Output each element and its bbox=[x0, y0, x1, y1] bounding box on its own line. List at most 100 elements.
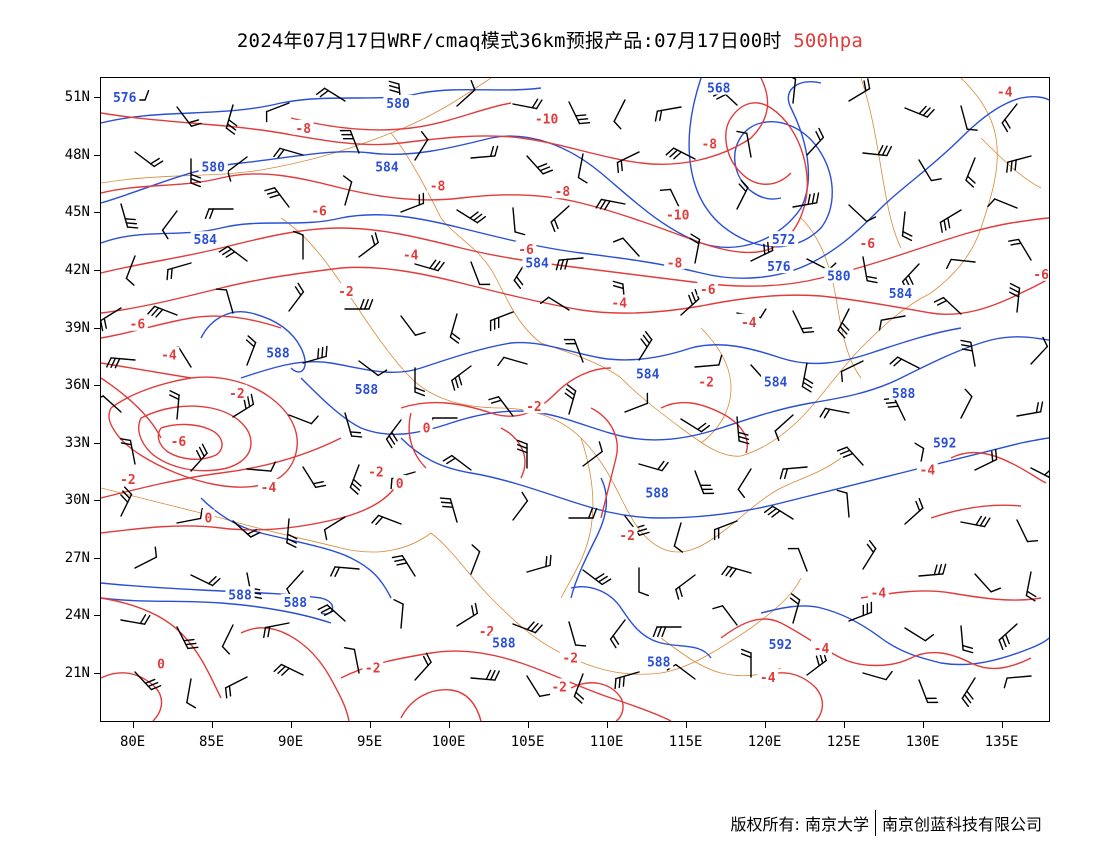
temperature-contour bbox=[570, 682, 624, 721]
lon-tick-label: 125E bbox=[826, 734, 861, 750]
wind-barb bbox=[134, 151, 164, 168]
lon-tick-mark bbox=[448, 722, 450, 728]
wind-barb bbox=[694, 470, 715, 495]
lat-tick-mark bbox=[94, 557, 100, 559]
wind-barb bbox=[974, 573, 1002, 593]
wind-barb-shaft bbox=[358, 360, 379, 377]
wind-barb-flag bbox=[612, 635, 620, 645]
wind-barb-shaft bbox=[503, 356, 528, 365]
lat-tick-label: 36N bbox=[64, 377, 90, 394]
wind-barb-flag bbox=[513, 279, 522, 290]
temperature-label: -4 bbox=[920, 464, 936, 479]
wind-barb-flag bbox=[442, 505, 454, 508]
height-label-background bbox=[930, 434, 960, 450]
wind-barb-flag bbox=[489, 145, 495, 157]
wind-barb-flag bbox=[494, 145, 499, 157]
wind-barb-flag bbox=[222, 248, 232, 256]
height-label: 568 bbox=[707, 82, 731, 97]
wind-barb bbox=[470, 669, 500, 681]
wind-barb bbox=[624, 392, 649, 413]
temperature-label-background bbox=[202, 509, 215, 525]
wind-barb-flag bbox=[564, 258, 569, 270]
lat-tick-label: 42N bbox=[64, 261, 90, 278]
wind-barb bbox=[488, 396, 514, 417]
wind-barb-flag bbox=[673, 545, 684, 553]
height-label: 588 bbox=[228, 588, 252, 603]
wind-barb-flag bbox=[947, 217, 951, 229]
wind-barb-flag bbox=[592, 507, 598, 519]
wind-barb bbox=[221, 624, 234, 655]
wind-barb bbox=[512, 98, 543, 110]
wind-barb-flag bbox=[458, 374, 463, 386]
temperature-label: -2 bbox=[551, 680, 567, 695]
wind-barb-flag bbox=[945, 258, 952, 270]
temperature-label: -6 bbox=[859, 237, 875, 252]
wind-barb-shaft bbox=[177, 345, 192, 368]
wind-barb bbox=[315, 87, 346, 102]
wind-barb-flag bbox=[190, 182, 202, 188]
wind-barb-flag bbox=[371, 514, 380, 524]
wind-barb-flag bbox=[930, 178, 942, 182]
wind-barb-flag bbox=[325, 345, 328, 358]
wind-barb-flag bbox=[841, 321, 850, 331]
lon-tick-mark bbox=[290, 722, 292, 728]
wind-barb-flag bbox=[342, 175, 353, 183]
temperature-label-background bbox=[427, 177, 448, 193]
wind-barb-flag bbox=[644, 330, 653, 341]
wind-barb bbox=[442, 454, 472, 471]
wind-barb-flag bbox=[245, 339, 255, 348]
wind-barb bbox=[862, 144, 893, 157]
wind-barb bbox=[456, 602, 479, 627]
wind-barb-flag bbox=[815, 655, 820, 667]
wind-barb bbox=[393, 599, 404, 629]
wind-barb-flag bbox=[865, 275, 877, 279]
wind-barb bbox=[713, 520, 738, 541]
wind-barb bbox=[736, 416, 750, 445]
height-label: 576 bbox=[767, 260, 791, 275]
wind-barb bbox=[176, 507, 203, 524]
wind-barb-flag bbox=[587, 507, 593, 519]
wind-barb bbox=[119, 438, 136, 465]
wind-barb-flag bbox=[564, 392, 574, 400]
wind-barb bbox=[961, 677, 976, 708]
temperature-label-background bbox=[515, 240, 537, 256]
lat-tick-mark bbox=[94, 97, 100, 99]
temperature-label: -4 bbox=[871, 586, 887, 601]
height-label-background bbox=[489, 634, 519, 650]
height-contour bbox=[688, 78, 833, 248]
temperature-label-background bbox=[856, 235, 878, 251]
height-label: 572 bbox=[772, 233, 795, 248]
wind-barb-flag bbox=[553, 218, 559, 230]
wind-barb-flag bbox=[659, 109, 663, 121]
lon-tick-mark bbox=[211, 722, 213, 728]
wind-barb-flag bbox=[1004, 633, 1010, 645]
wind-barb bbox=[339, 129, 360, 154]
wind-barb-flag bbox=[565, 388, 576, 396]
wind-barb bbox=[680, 418, 711, 433]
wind-barb-flag bbox=[349, 431, 362, 434]
temperature-contour bbox=[725, 102, 808, 244]
wind-barb bbox=[918, 159, 942, 182]
lon-tick-mark bbox=[922, 722, 924, 728]
wind-barb-flag bbox=[414, 391, 426, 397]
wind-barb bbox=[1016, 519, 1039, 543]
wind-barb-flag bbox=[575, 114, 587, 117]
wind-barbs bbox=[101, 78, 1049, 709]
wind-barb-flag bbox=[737, 488, 746, 499]
temperature-label-background bbox=[258, 478, 279, 494]
lat-tick-mark bbox=[94, 212, 100, 214]
lat-tick-label: 33N bbox=[64, 434, 90, 451]
wind-barb-flag bbox=[987, 198, 996, 208]
temperature-label: 0 bbox=[157, 657, 165, 672]
wind-barb-flag bbox=[485, 669, 492, 681]
lat-tick-mark bbox=[94, 442, 100, 444]
temperature-contour bbox=[101, 217, 1049, 287]
wind-barb-flag bbox=[612, 280, 624, 285]
wind-barb-flag bbox=[609, 638, 617, 649]
wind-barb-flag bbox=[652, 626, 658, 638]
page-title: 2024年07月17日WRF/cmaq模式36km预报产品:07月17日00时 … bbox=[0, 26, 1100, 53]
wind-barb-flag bbox=[578, 121, 591, 125]
wind-barb bbox=[456, 209, 487, 224]
wind-barb bbox=[302, 345, 328, 364]
wind-barb-flag bbox=[933, 564, 938, 576]
